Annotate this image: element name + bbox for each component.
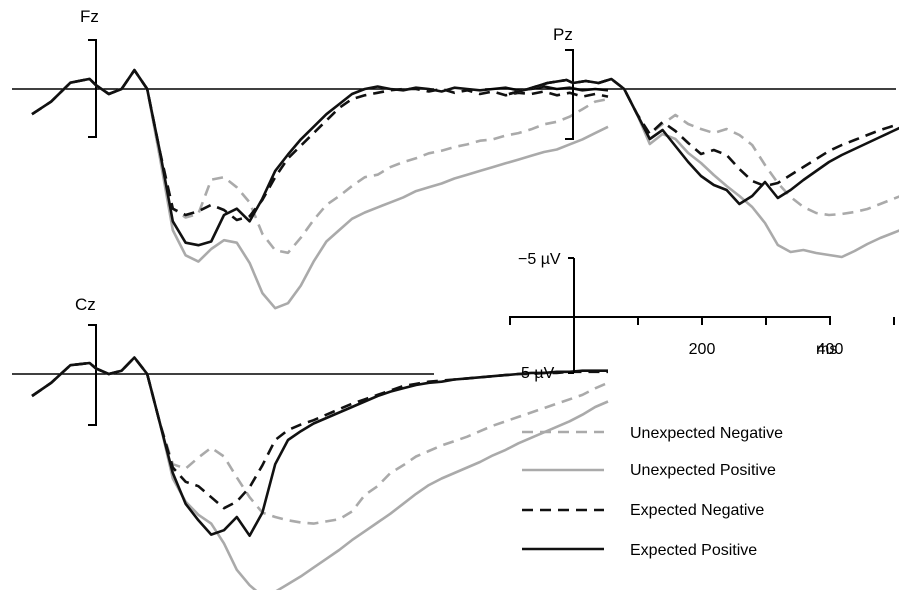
legend-item-expected-positive: Expected Positive bbox=[522, 542, 757, 559]
scale-top-label: −5 µV bbox=[518, 251, 561, 268]
time-tick-label: 200 bbox=[689, 341, 716, 358]
series-expected-negative bbox=[31, 68, 609, 222]
scale-time-ticks: 200400600 bbox=[509, 317, 895, 358]
panel-label-fz: Fz bbox=[80, 7, 99, 26]
panel-label-pz: Pz bbox=[553, 25, 573, 44]
legend-label: Expected Negative bbox=[630, 502, 764, 519]
legend-item-unexpected-positive: Unexpected Positive bbox=[522, 462, 776, 479]
scale-bottom-label: 5 µV bbox=[521, 365, 555, 382]
legend-item-unexpected-negative: Unexpected Negative bbox=[522, 425, 783, 442]
legend-label: Unexpected Positive bbox=[630, 462, 776, 479]
onset-marker-cz bbox=[88, 324, 97, 426]
series-unexpected-positive bbox=[31, 68, 609, 310]
series-unexpected-positive bbox=[31, 356, 609, 590]
legend-label: Expected Positive bbox=[630, 542, 757, 559]
waveforms-cz bbox=[31, 356, 609, 590]
waveforms-pz bbox=[508, 77, 899, 259]
legend-item-expected-negative: Expected Negative bbox=[522, 502, 764, 519]
series-expected-positive bbox=[508, 77, 899, 206]
onset-marker-pz bbox=[565, 49, 574, 140]
series-unexpected-negative bbox=[31, 68, 609, 255]
waveforms-fz bbox=[31, 68, 609, 310]
panel-label-cz: Cz bbox=[75, 295, 96, 314]
legend-label: Unexpected Negative bbox=[630, 425, 783, 442]
panel-cz: Cz bbox=[12, 295, 609, 590]
series-expected-positive bbox=[31, 356, 608, 537]
scale-unit-label: ms bbox=[816, 341, 837, 358]
series-expected-negative bbox=[508, 77, 899, 188]
legend: Unexpected Negative Unexpected Positive … bbox=[522, 425, 783, 559]
time-tick-label: 400 bbox=[817, 341, 844, 358]
series-unexpected-positive bbox=[508, 77, 899, 259]
onset-marker-fz bbox=[88, 39, 97, 138]
panel-pz: Pz bbox=[485, 25, 899, 259]
scale-bar: −5 µV 5 µV 200400600 ms bbox=[509, 251, 895, 382]
